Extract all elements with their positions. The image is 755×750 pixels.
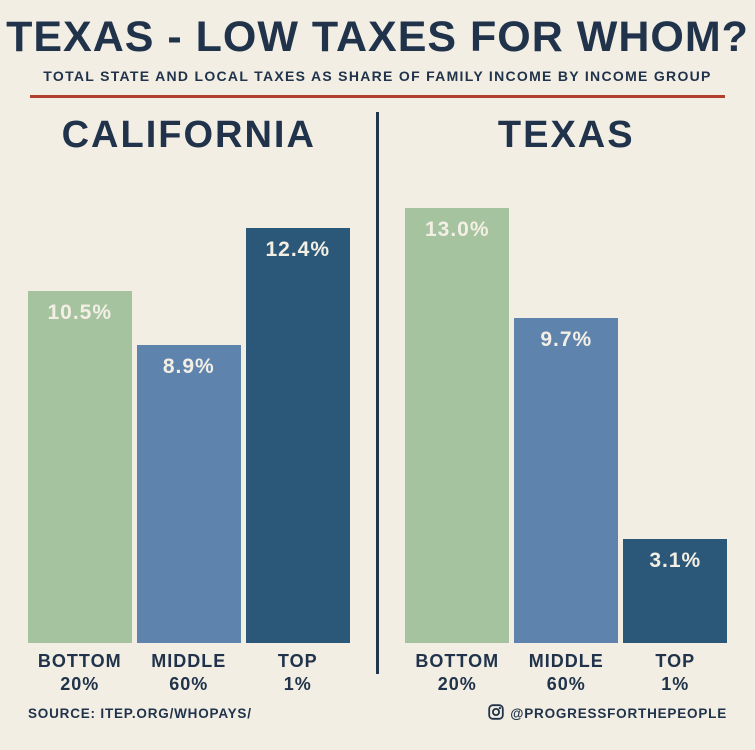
bar-value-texas-top1: 3.1% [649, 548, 702, 572]
category-line1: BOTTOM [37, 650, 122, 671]
category-label-middle60: MIDDLE 60% [137, 650, 241, 697]
bar-value-california-bottom20: 10.5% [47, 300, 113, 324]
category-line1: TOP [277, 650, 318, 671]
bar-value-california-middle60: 8.9% [162, 354, 215, 378]
header: TEXAS - LOW TAXES FOR WHOM? TOTAL STATE … [0, 0, 755, 99]
bar-texas-top1: 3.1% [623, 538, 728, 643]
category-label-bottom20: BOTTOM 20% [405, 650, 509, 697]
panel-texas: TEXAS 13.0% 9.7% 3.1% BOTTOM 20% MIDDL [378, 98, 755, 696]
category-line1: TOP [655, 650, 696, 671]
category-line2: 20% [60, 673, 100, 694]
panel-title-california: CALIFORNIA [61, 114, 316, 157]
panel-title-texas: TEXAS [497, 114, 635, 157]
footer: SOURCE: ITEP.ORG/WHOPAYS/ @PROGRESSFORTH… [0, 696, 755, 736]
social-handle: @PROGRESSFORTHEPEOPLE [488, 704, 727, 723]
category-label-top1: TOP 1% [623, 650, 727, 697]
bar-california-bottom20: 10.5% [27, 290, 132, 643]
instagram-icon [488, 704, 504, 723]
category-labels-texas: BOTTOM 20% MIDDLE 60% TOP 1% [405, 650, 727, 697]
chart-area: CALIFORNIA 10.5% 8.9% 12.4% BOTTOM 20% [0, 98, 755, 696]
category-line2: 1% [283, 673, 312, 694]
bars-california: 10.5% 8.9% 12.4% [27, 191, 350, 643]
category-line2: 1% [661, 673, 690, 694]
bar-texas-middle60: 9.7% [514, 317, 619, 643]
category-line2: 20% [437, 673, 477, 694]
panel-divider [376, 112, 379, 675]
panel-california: CALIFORNIA 10.5% 8.9% 12.4% BOTTOM 20% [0, 98, 378, 696]
category-label-middle60: MIDDLE 60% [514, 650, 618, 697]
bar-value-california-top1: 12.4% [265, 237, 331, 261]
bars-texas: 13.0% 9.7% 3.1% [405, 191, 728, 643]
bar-texas-bottom20: 13.0% [405, 207, 510, 643]
category-labels-california: BOTTOM 20% MIDDLE 60% TOP 1% [28, 650, 350, 697]
bar-california-top1: 12.4% [245, 227, 350, 643]
category-label-top1: TOP 1% [246, 650, 350, 697]
category-line2: 60% [169, 673, 209, 694]
social-handle-text: @PROGRESSFORTHEPEOPLE [510, 705, 727, 721]
category-line1: MIDDLE [151, 650, 227, 671]
red-divider [30, 95, 725, 99]
category-line2: 60% [546, 673, 586, 694]
category-line1: BOTTOM [415, 650, 500, 671]
source-text: SOURCE: ITEP.ORG/WHOPAYS/ [28, 705, 252, 721]
bar-value-texas-bottom20: 13.0% [424, 217, 490, 241]
bar-california-middle60: 8.9% [136, 344, 241, 643]
page-subtitle: TOTAL STATE AND LOCAL TAXES AS SHARE OF … [43, 68, 712, 85]
category-label-bottom20: BOTTOM 20% [28, 650, 132, 697]
page-title: TEXAS - LOW TAXES FOR WHOM? [6, 13, 749, 61]
bar-value-texas-middle60: 9.7% [540, 327, 593, 351]
category-line1: MIDDLE [528, 650, 604, 671]
